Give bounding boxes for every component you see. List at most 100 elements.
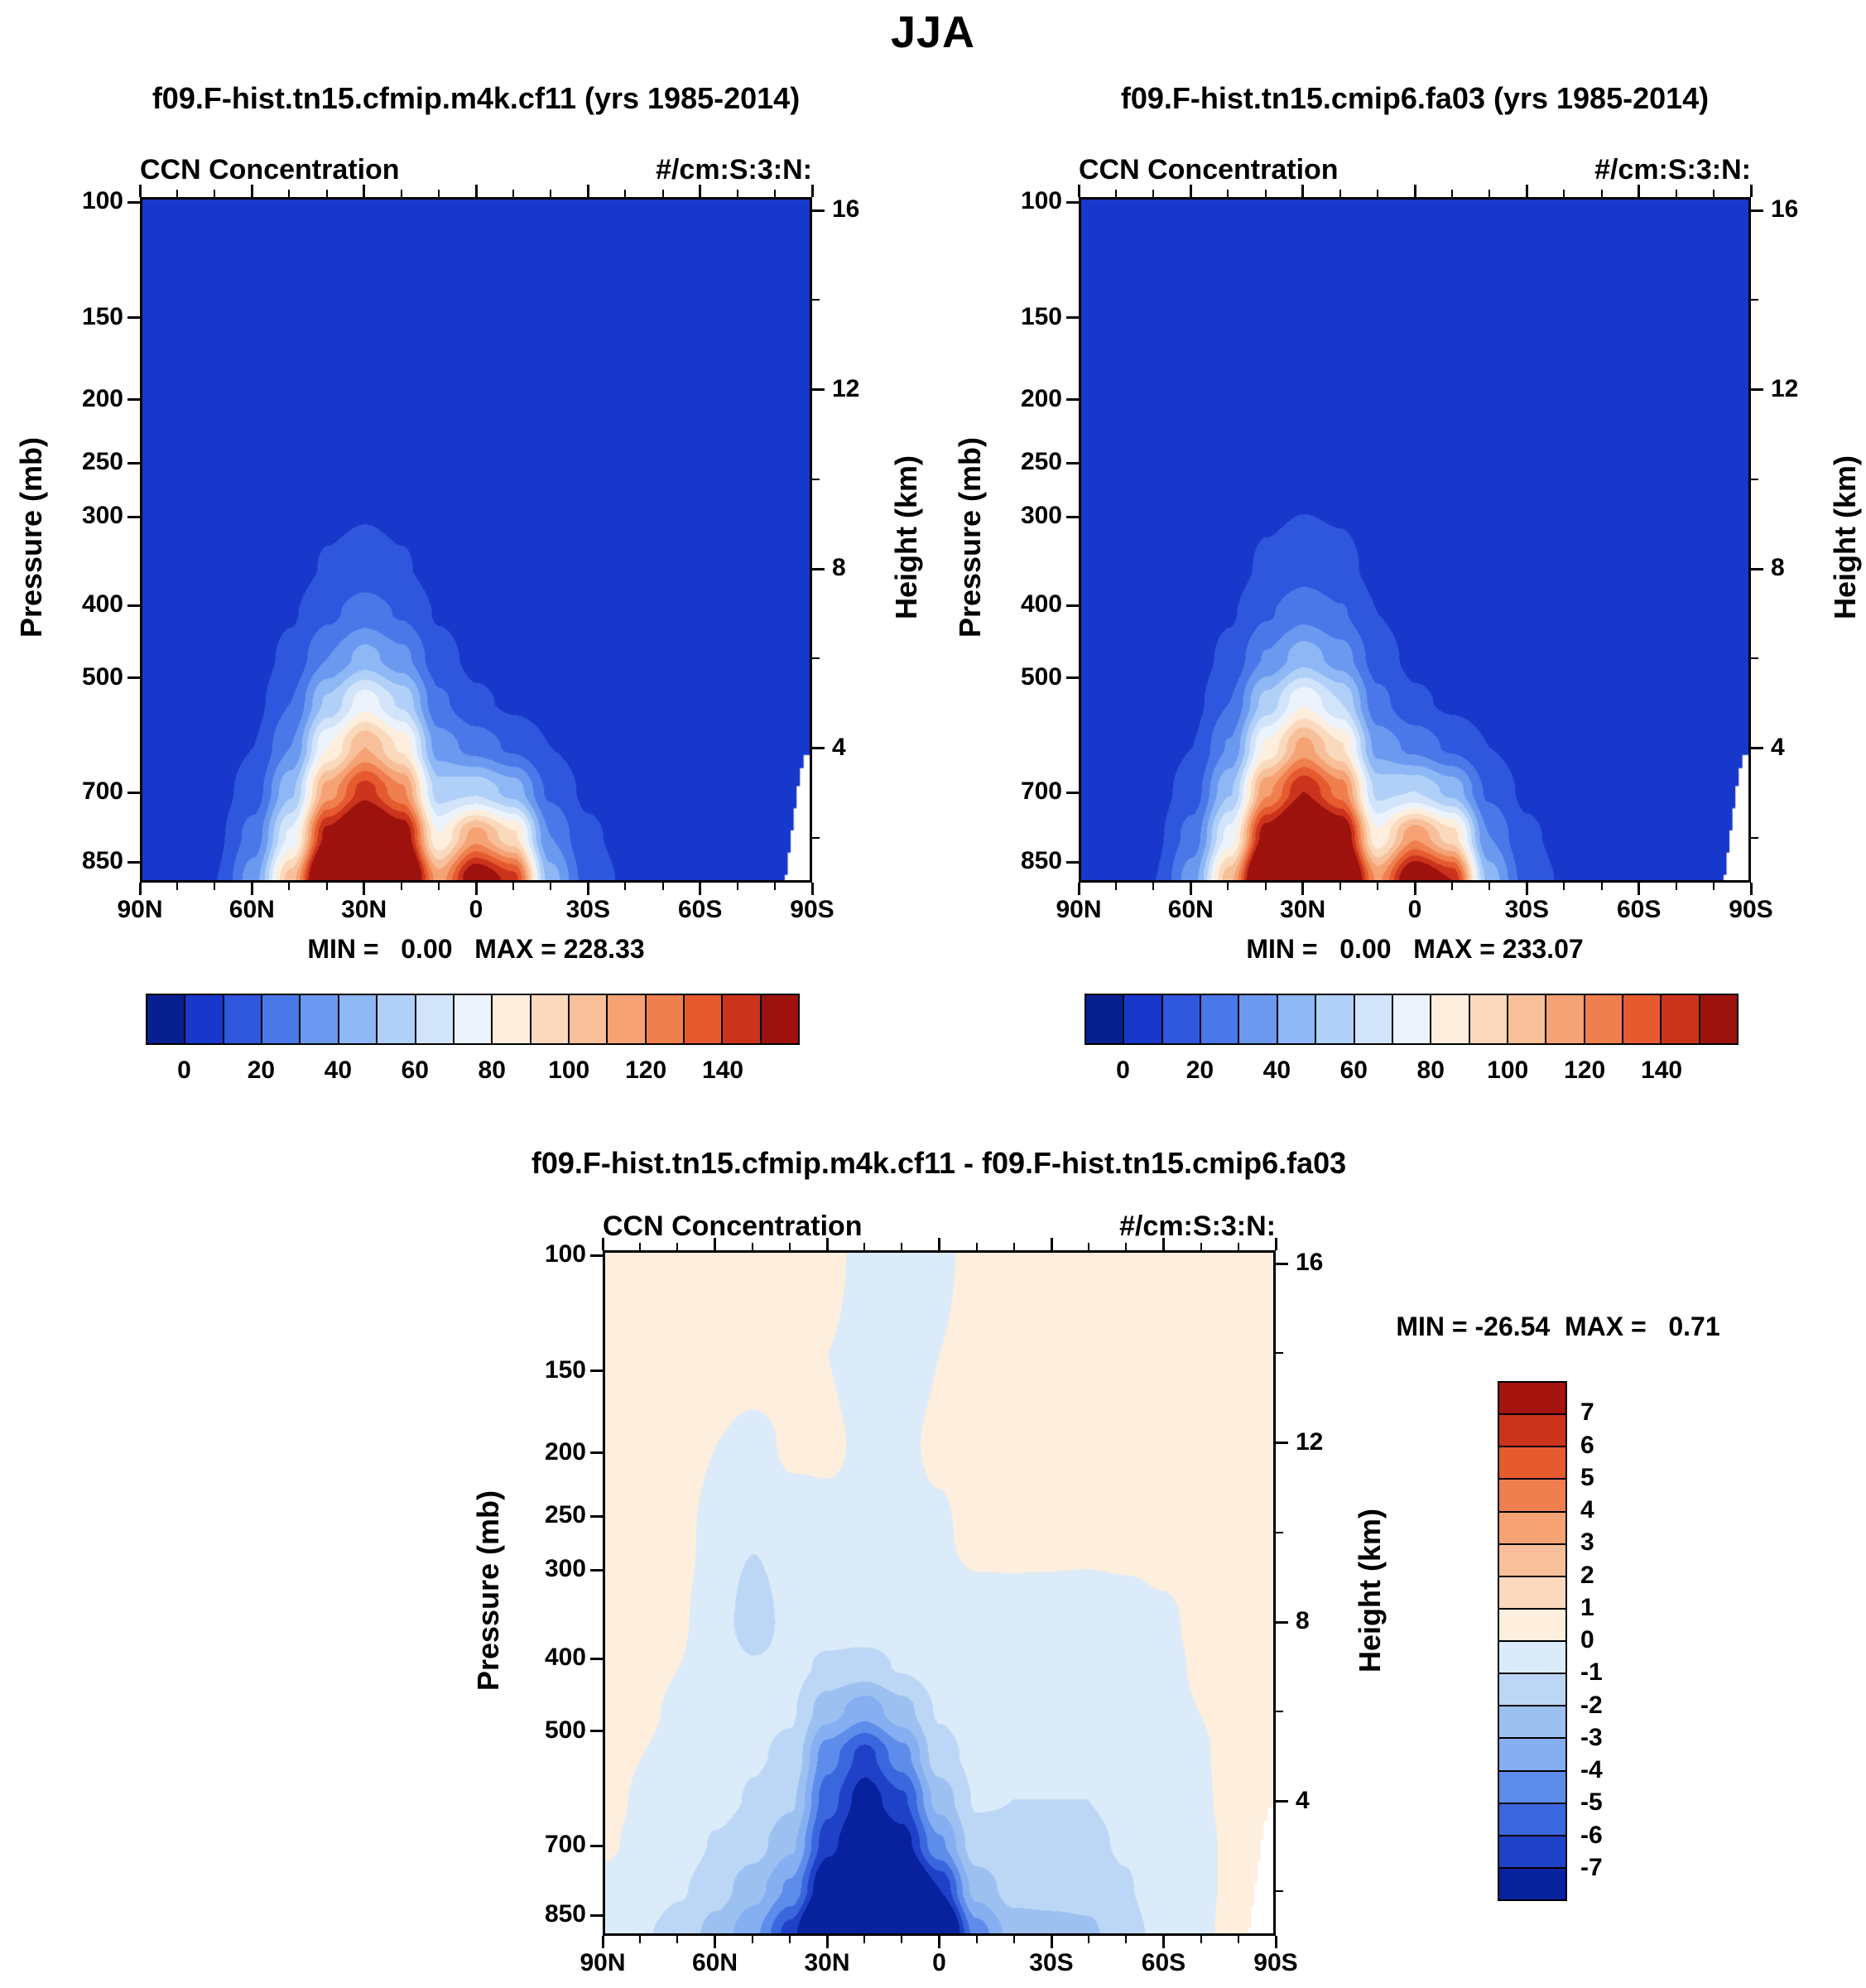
- colorbar-cell: [262, 995, 301, 1043]
- colorbar-cell: [1499, 1674, 1565, 1707]
- colorbar-label: 2: [1580, 1561, 1594, 1589]
- latitude-minor-tick-top: [1376, 190, 1378, 197]
- latitude-minor-tick: [1376, 883, 1378, 890]
- latitude-minor-tick: [1152, 883, 1155, 890]
- height-minor-tick: [1751, 478, 1758, 480]
- latitude-minor-tick: [751, 1936, 753, 1943]
- colorbar-cell: [1431, 995, 1470, 1043]
- latitude-tick-label: 30S: [565, 896, 611, 923]
- latitude-minor-tick-top: [1712, 190, 1715, 197]
- latitude-tick-label: 90N: [1056, 896, 1102, 923]
- colorbar-cell: [1499, 1836, 1565, 1869]
- height-minor-tick: [1751, 299, 1758, 301]
- latitude-minor-tick: [1712, 883, 1715, 890]
- height-tick: [1276, 1620, 1288, 1624]
- colorbar-label: 60: [1339, 1057, 1368, 1084]
- latitude-minor-tick: [176, 883, 179, 890]
- latitude-tick-top: [1301, 185, 1305, 197]
- latitude-tick-top: [1749, 185, 1753, 197]
- pressure-tick-label: 850: [544, 1900, 586, 1928]
- pressure-tick: [1066, 676, 1079, 680]
- colorbar-cell: [1499, 1642, 1565, 1675]
- contour-plot-diff: [603, 1250, 1276, 1936]
- latitude-tick-top: [1162, 1238, 1165, 1250]
- latitude-tick-label: 90S: [790, 896, 834, 923]
- pressure-tick-label: 250: [544, 1501, 586, 1529]
- pressure-tick-label: 150: [1020, 302, 1062, 330]
- colorbar-cell: [608, 995, 647, 1043]
- latitude-minor-tick: [512, 883, 515, 890]
- colorbar-cell: [1499, 1706, 1565, 1740]
- latitude-minor-tick: [1200, 1936, 1202, 1943]
- colorbar-label: 40: [324, 1057, 353, 1084]
- colorbar-cell: [1499, 1447, 1565, 1480]
- pressure-tick: [127, 316, 140, 320]
- colorbar-cell: [1392, 995, 1432, 1043]
- colorbar-cell: [1239, 995, 1278, 1043]
- height-tick: [812, 747, 825, 750]
- latitude-minor-tick: [901, 1936, 903, 1943]
- pressure-tick: [590, 1514, 603, 1518]
- latitude-tick-label: 60S: [1141, 1949, 1186, 1976]
- latitude-tick: [138, 883, 142, 895]
- colorbar-cell: [1499, 1868, 1565, 1899]
- colorbar-cell: [1124, 995, 1163, 1043]
- height-minor-tick: [812, 478, 820, 480]
- pressure-tick-label: 700: [81, 777, 123, 806]
- pressure-tick: [590, 1730, 603, 1733]
- colorbar-cell: [1499, 1739, 1565, 1772]
- colorbar-label: 60: [401, 1057, 429, 1084]
- minmax-diff: MIN = -26.54 MAX = 0.71: [1396, 1312, 1720, 1341]
- pressure-tick-label: 500: [544, 1716, 586, 1744]
- pressure-tick-label: 150: [81, 302, 123, 330]
- latitude-tick-top: [938, 1238, 940, 1250]
- colorbar-label: 120: [1564, 1057, 1606, 1084]
- pressure-tick: [127, 860, 140, 864]
- latitude-minor-tick-top: [1125, 1243, 1128, 1250]
- pressure-tick-label: 100: [1020, 187, 1062, 215]
- latitude-minor-tick-top: [1675, 190, 1677, 197]
- height-tick-label: 12: [832, 374, 860, 402]
- height-tick-label: 16: [832, 195, 860, 224]
- panel-left-subtitle: CCN Concentration: [140, 154, 400, 185]
- colorbar-label: 80: [478, 1057, 506, 1084]
- latitude-tick: [1749, 883, 1753, 895]
- pressure-tick-label: 200: [81, 384, 123, 412]
- latitude-tick: [714, 1936, 716, 1948]
- panel-diff-subtitle: CCN Concentration: [603, 1211, 863, 1242]
- latitude-tick-label: 30N: [341, 896, 387, 923]
- latitude-minor-tick: [214, 883, 216, 890]
- pressure-tick: [127, 604, 140, 607]
- pressure-tick-label: 400: [544, 1644, 586, 1671]
- latitude-tick-label: 60S: [1616, 896, 1662, 923]
- panel-right-units: #/cm:S:3:N:: [1594, 154, 1751, 185]
- colorbar-cell: [454, 995, 493, 1043]
- latitude-minor-tick-top: [773, 190, 776, 197]
- contour-canvas-right: [1081, 200, 1748, 880]
- colorbar-cell: [685, 995, 724, 1043]
- latitude-minor-tick-top: [214, 190, 216, 197]
- latitude-minor-tick: [773, 883, 776, 890]
- height-tick: [1751, 567, 1763, 570]
- colorbar-label: -4: [1580, 1756, 1603, 1783]
- latitude-tick-top: [138, 185, 142, 197]
- contour-plot-right: [1079, 197, 1751, 883]
- latitude-tick-label: 60N: [691, 1949, 738, 1976]
- colorbar-cell: [1499, 1803, 1565, 1836]
- colorbar-cell: [761, 995, 799, 1043]
- colorbar-label: 0: [1580, 1626, 1594, 1653]
- latitude-minor-tick: [788, 1936, 791, 1943]
- colorbar-label: -3: [1580, 1723, 1603, 1751]
- latitude-tick-top: [1638, 185, 1641, 197]
- colorbar-cell: [1499, 1576, 1565, 1610]
- latitude-tick-top: [474, 185, 478, 197]
- pressure-tick: [1066, 515, 1079, 518]
- colorbar-cell: [1700, 995, 1738, 1043]
- colorbar-label: 80: [1416, 1057, 1445, 1084]
- latitude-minor-tick: [1115, 883, 1118, 890]
- latitude-minor-tick-top: [288, 190, 291, 197]
- contour-canvas-diff: [605, 1253, 1273, 1933]
- colorbar-cell: [1499, 1415, 1565, 1448]
- latitude-minor-tick: [288, 883, 291, 890]
- height-tick-label: 8: [1296, 1607, 1310, 1635]
